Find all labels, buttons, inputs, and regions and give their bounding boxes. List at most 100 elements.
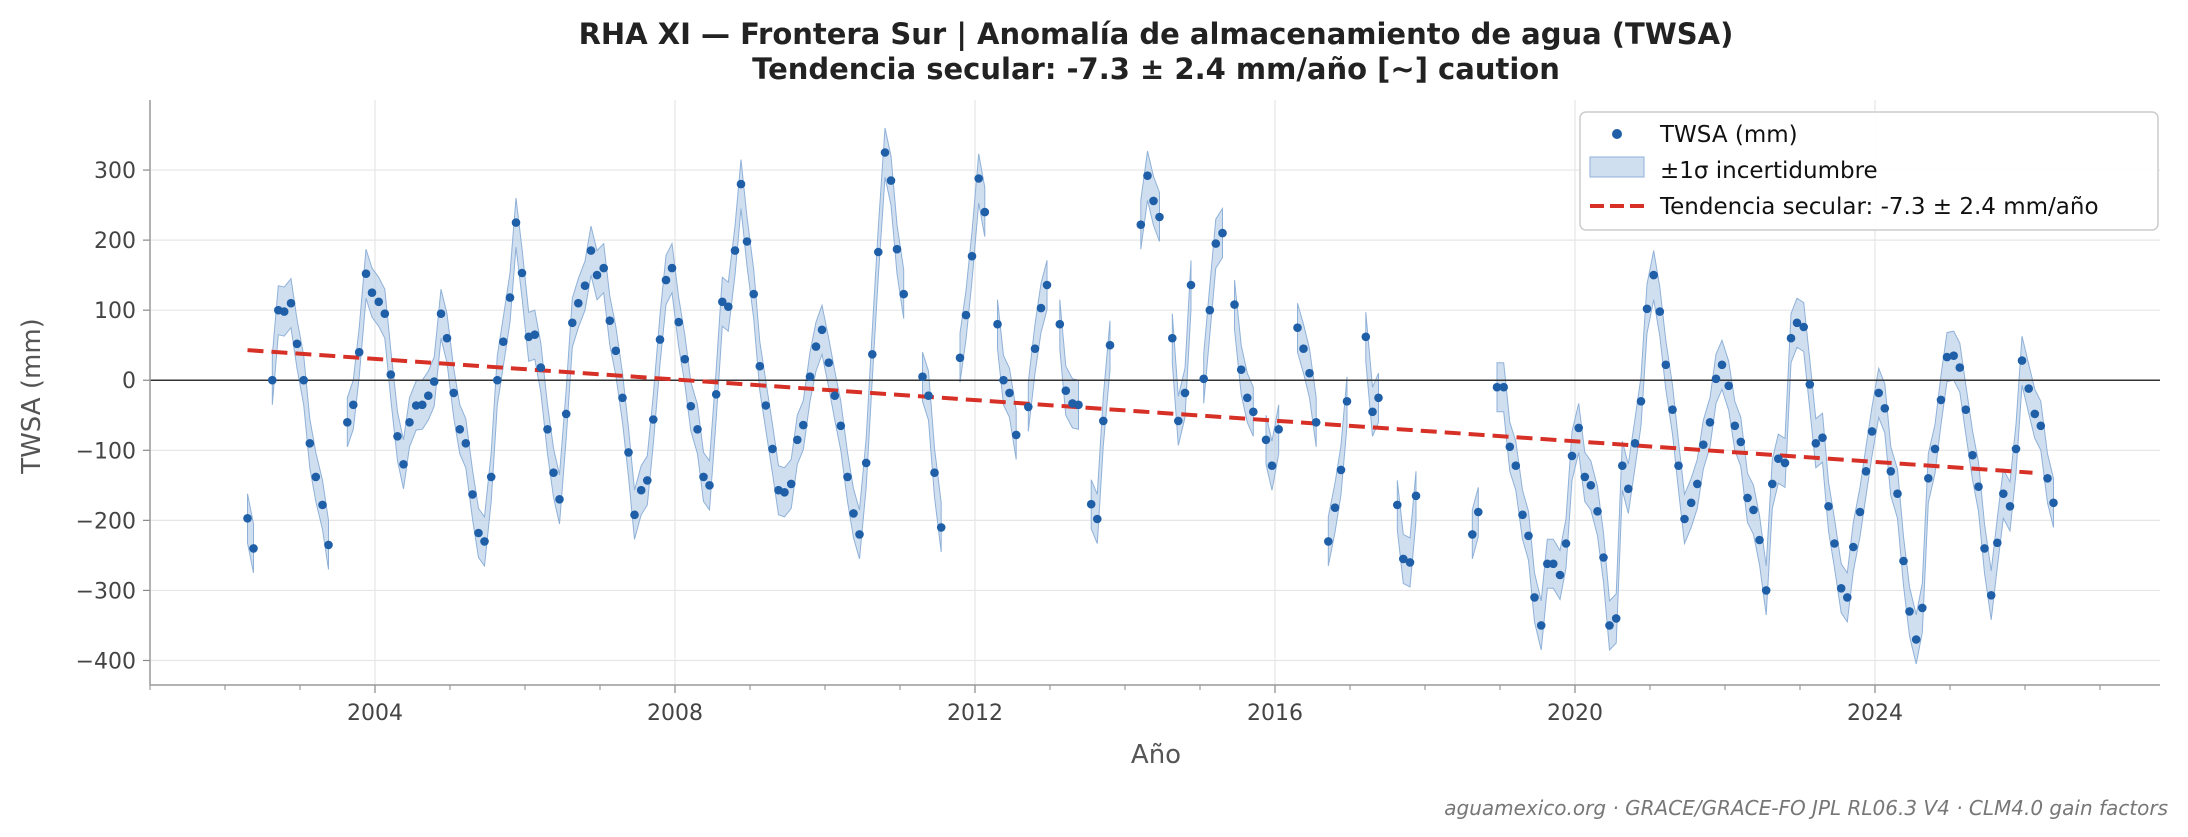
twsa-point <box>667 263 677 273</box>
legend-points-marker <box>1612 129 1622 139</box>
twsa-point <box>1818 433 1827 443</box>
twsa-point <box>1580 472 1590 482</box>
twsa-point <box>1274 425 1283 434</box>
twsa-point <box>455 425 465 434</box>
twsa-point <box>279 307 289 316</box>
uncertainty-band-segment <box>922 352 942 552</box>
uncertainty-band-segment <box>1203 206 1223 404</box>
twsa-point <box>768 444 777 454</box>
twsa-point <box>243 514 252 523</box>
twsa-point <box>999 375 1008 385</box>
twsa-point <box>693 425 702 434</box>
twsa-point <box>805 372 815 382</box>
twsa-point <box>1655 307 1665 316</box>
x-tick-label: 2004 <box>347 701 403 726</box>
twsa-point <box>530 330 540 340</box>
twsa-point <box>1711 374 1721 384</box>
twsa-point <box>1180 388 1190 398</box>
twsa-point <box>586 246 596 255</box>
twsa-point <box>442 333 452 343</box>
twsa-point <box>461 439 471 448</box>
twsa-point <box>680 354 690 364</box>
axes <box>143 100 2160 693</box>
twsa-point <box>1567 451 1577 461</box>
twsa-point <box>817 325 827 335</box>
uncertainty-band-segment <box>1365 312 1379 437</box>
twsa-point <box>2043 474 2052 483</box>
twsa-point <box>561 409 571 419</box>
twsa-point <box>1624 484 1633 494</box>
twsa-point <box>1961 405 1971 415</box>
twsa-point <box>1717 360 1727 370</box>
twsa-point <box>1893 489 1902 499</box>
twsa-point <box>1642 304 1652 314</box>
twsa-point <box>1061 386 1071 396</box>
chart-title: RHA XI — Frontera Sur | Anomalía de alma… <box>579 17 1734 51</box>
twsa-point <box>1267 461 1277 471</box>
twsa-point <box>742 237 752 246</box>
uncertainty-band-segment <box>1059 299 1079 430</box>
twsa-point <box>1905 607 1914 616</box>
twsa-point <box>1705 418 1715 427</box>
uncertainty-band-segment <box>1090 320 1111 544</box>
twsa-point <box>1843 593 1852 602</box>
x-tick-label: 2008 <box>647 701 703 726</box>
twsa-point <box>1186 280 1196 290</box>
legend-band-marker <box>1589 156 1645 178</box>
twsa-point <box>1511 461 1521 471</box>
twsa-point <box>1636 397 1646 406</box>
twsa-point <box>811 342 821 351</box>
twsa-point <box>1368 407 1377 417</box>
twsa-point <box>324 540 333 550</box>
twsa-point <box>1361 332 1371 342</box>
twsa-point <box>1649 270 1658 280</box>
data-points <box>243 148 2058 644</box>
twsa-point <box>892 244 902 254</box>
twsa-point <box>655 335 665 344</box>
twsa-point <box>843 472 852 482</box>
source-note: aguamexico.org · GRACE/GRACE-FO JPL RL06… <box>1444 796 2168 820</box>
y-tick-label: −400 <box>76 649 136 674</box>
twsa-point <box>1886 467 1896 476</box>
twsa-point <box>974 174 983 183</box>
twsa-point <box>793 435 802 445</box>
x-tick-label: 2024 <box>1847 701 1903 726</box>
uncertainty-band-segment <box>1471 487 1479 560</box>
twsa-point <box>661 275 671 285</box>
twsa-point <box>1930 444 1940 454</box>
twsa-point <box>886 176 896 185</box>
twsa-point <box>1936 395 1946 405</box>
twsa-point <box>474 528 483 538</box>
twsa-point <box>1555 570 1565 580</box>
twsa-point <box>1249 407 1258 417</box>
twsa-point <box>2011 444 2021 454</box>
twsa-point <box>724 302 733 312</box>
twsa-point <box>1055 319 1065 329</box>
twsa-point <box>1136 220 1146 229</box>
twsa-point <box>1086 499 1096 509</box>
uncertainty-band-segment <box>346 127 905 568</box>
twsa-point <box>2017 356 2027 365</box>
twsa-point <box>1736 437 1746 447</box>
trend-line <box>247 348 2033 475</box>
y-tick-label: 0 <box>122 369 136 394</box>
y-tick-label: −300 <box>76 579 136 604</box>
twsa-point <box>486 472 496 482</box>
twsa-point <box>1618 461 1627 471</box>
twsa-point <box>1699 440 1708 450</box>
twsa-point <box>399 460 408 469</box>
uncertainty-band-segment <box>1171 260 1192 446</box>
twsa-point <box>1324 537 1333 546</box>
twsa-point <box>1099 416 1108 426</box>
twsa-point <box>1105 340 1115 350</box>
twsa-point <box>499 337 508 347</box>
twsa-point <box>993 319 1002 329</box>
twsa-point <box>380 309 390 319</box>
x-tick-label: 2012 <box>947 701 1003 726</box>
twsa-point <box>730 246 740 255</box>
twsa-point <box>1924 474 1933 483</box>
twsa-point <box>1218 228 1227 238</box>
twsa-point <box>574 298 583 308</box>
twsa-point <box>1911 635 1921 644</box>
twsa-point <box>1005 388 1014 398</box>
